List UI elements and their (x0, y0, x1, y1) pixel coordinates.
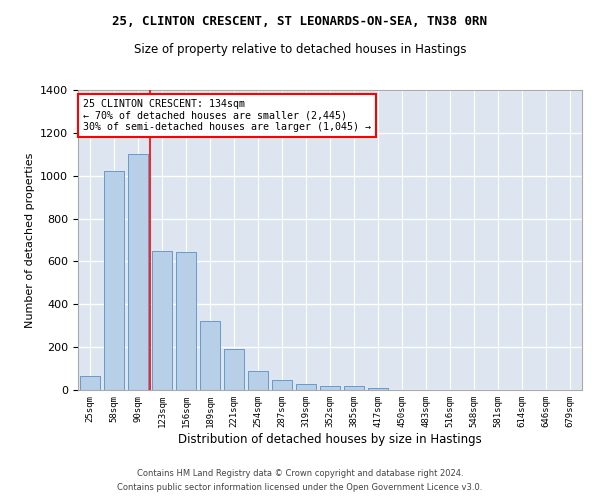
Text: 25 CLINTON CRESCENT: 134sqm
← 70% of detached houses are smaller (2,445)
30% of : 25 CLINTON CRESCENT: 134sqm ← 70% of det… (83, 99, 371, 132)
Bar (224, 350, 244, 390)
Text: Contains HM Land Registry data © Crown copyright and database right 2024.: Contains HM Land Registry data © Crown c… (137, 468, 463, 477)
X-axis label: Distribution of detached houses by size in Hastings: Distribution of detached houses by size … (178, 432, 482, 446)
Bar (200, 322, 220, 390)
Text: Size of property relative to detached houses in Hastings: Size of property relative to detached ho… (134, 42, 466, 56)
Bar (272, 380, 292, 390)
Text: Contains public sector information licensed under the Open Government Licence v3: Contains public sector information licen… (118, 484, 482, 492)
Bar (368, 388, 388, 390)
Bar (176, 252, 196, 390)
Bar (344, 386, 364, 390)
Bar (128, 154, 148, 390)
Bar (248, 370, 268, 390)
Bar (80, 376, 100, 390)
Text: 25, CLINTON CRESCENT, ST LEONARDS-ON-SEA, TN38 0RN: 25, CLINTON CRESCENT, ST LEONARDS-ON-SEA… (113, 15, 487, 28)
Bar (320, 386, 340, 390)
Bar (104, 172, 124, 390)
Bar (152, 250, 172, 390)
Bar (296, 384, 316, 390)
Y-axis label: Number of detached properties: Number of detached properties (25, 152, 35, 328)
